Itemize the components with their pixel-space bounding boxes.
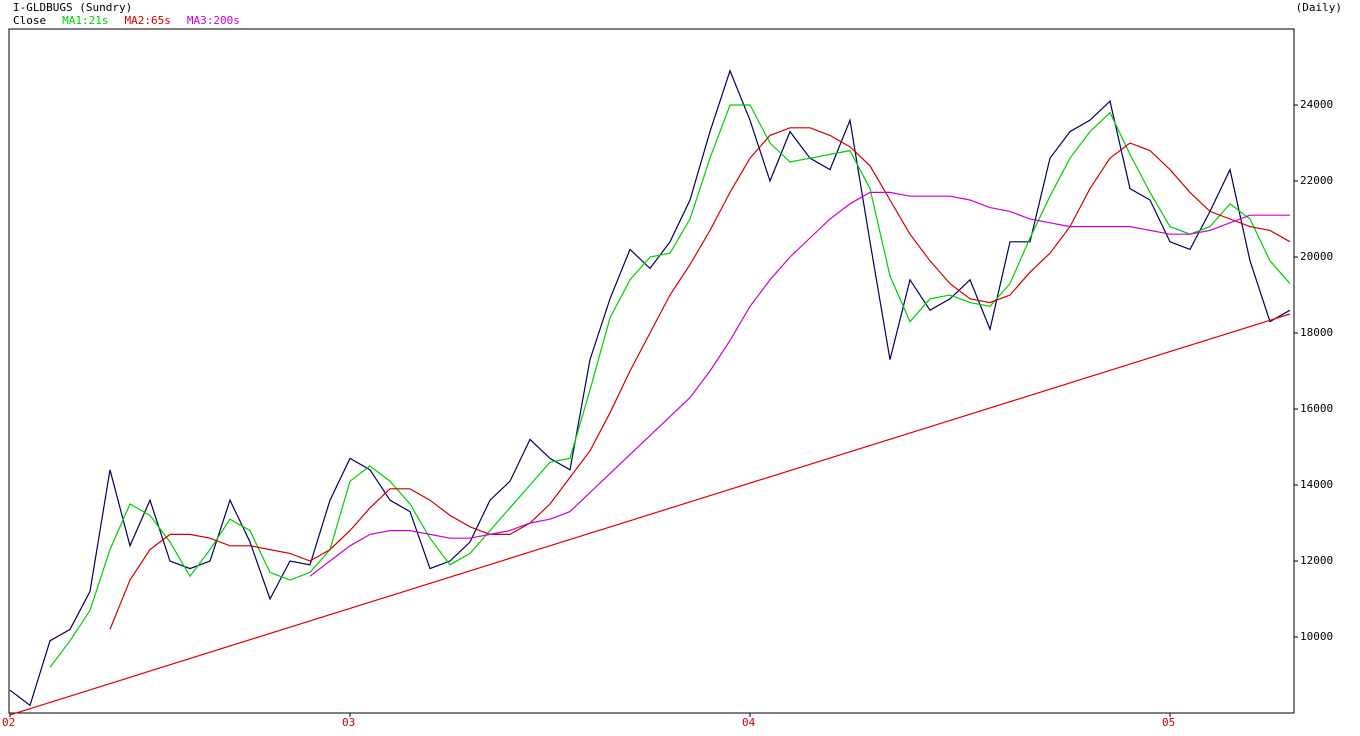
x-tick-label: 03 [342, 716, 355, 729]
y-tick-label: 16000 [1300, 402, 1333, 415]
plot-frame [8, 28, 1295, 714]
series-line [309, 191, 1290, 577]
y-tick-label: 24000 [1300, 98, 1333, 111]
legend-entry: Close [13, 14, 46, 27]
x-tick-label: 02 [2, 716, 15, 729]
legend-entry: MA2:65s [124, 14, 170, 27]
y-tick-label: 10000 [1300, 630, 1333, 643]
legend-entry: MA1:21s [62, 14, 108, 27]
series-line [9, 69, 1291, 707]
y-tick-label: 14000 [1300, 478, 1333, 491]
x-tick-label: 05 [1162, 716, 1175, 729]
series-line [109, 127, 1291, 630]
trend-line [9, 313, 1291, 716]
series-line [49, 104, 1291, 668]
y-tick-label: 22000 [1300, 174, 1333, 187]
chart-title: I-GLDBUGS (Sundry) [13, 1, 132, 14]
y-tick-label: 18000 [1300, 326, 1333, 339]
x-tick-label: 04 [742, 716, 756, 729]
y-tick-label: 12000 [1300, 554, 1333, 567]
y-tick-label: 20000 [1300, 250, 1333, 263]
legend-entry: MA3:200s [187, 14, 240, 27]
chart-subtitle: (Daily) [1296, 1, 1342, 14]
